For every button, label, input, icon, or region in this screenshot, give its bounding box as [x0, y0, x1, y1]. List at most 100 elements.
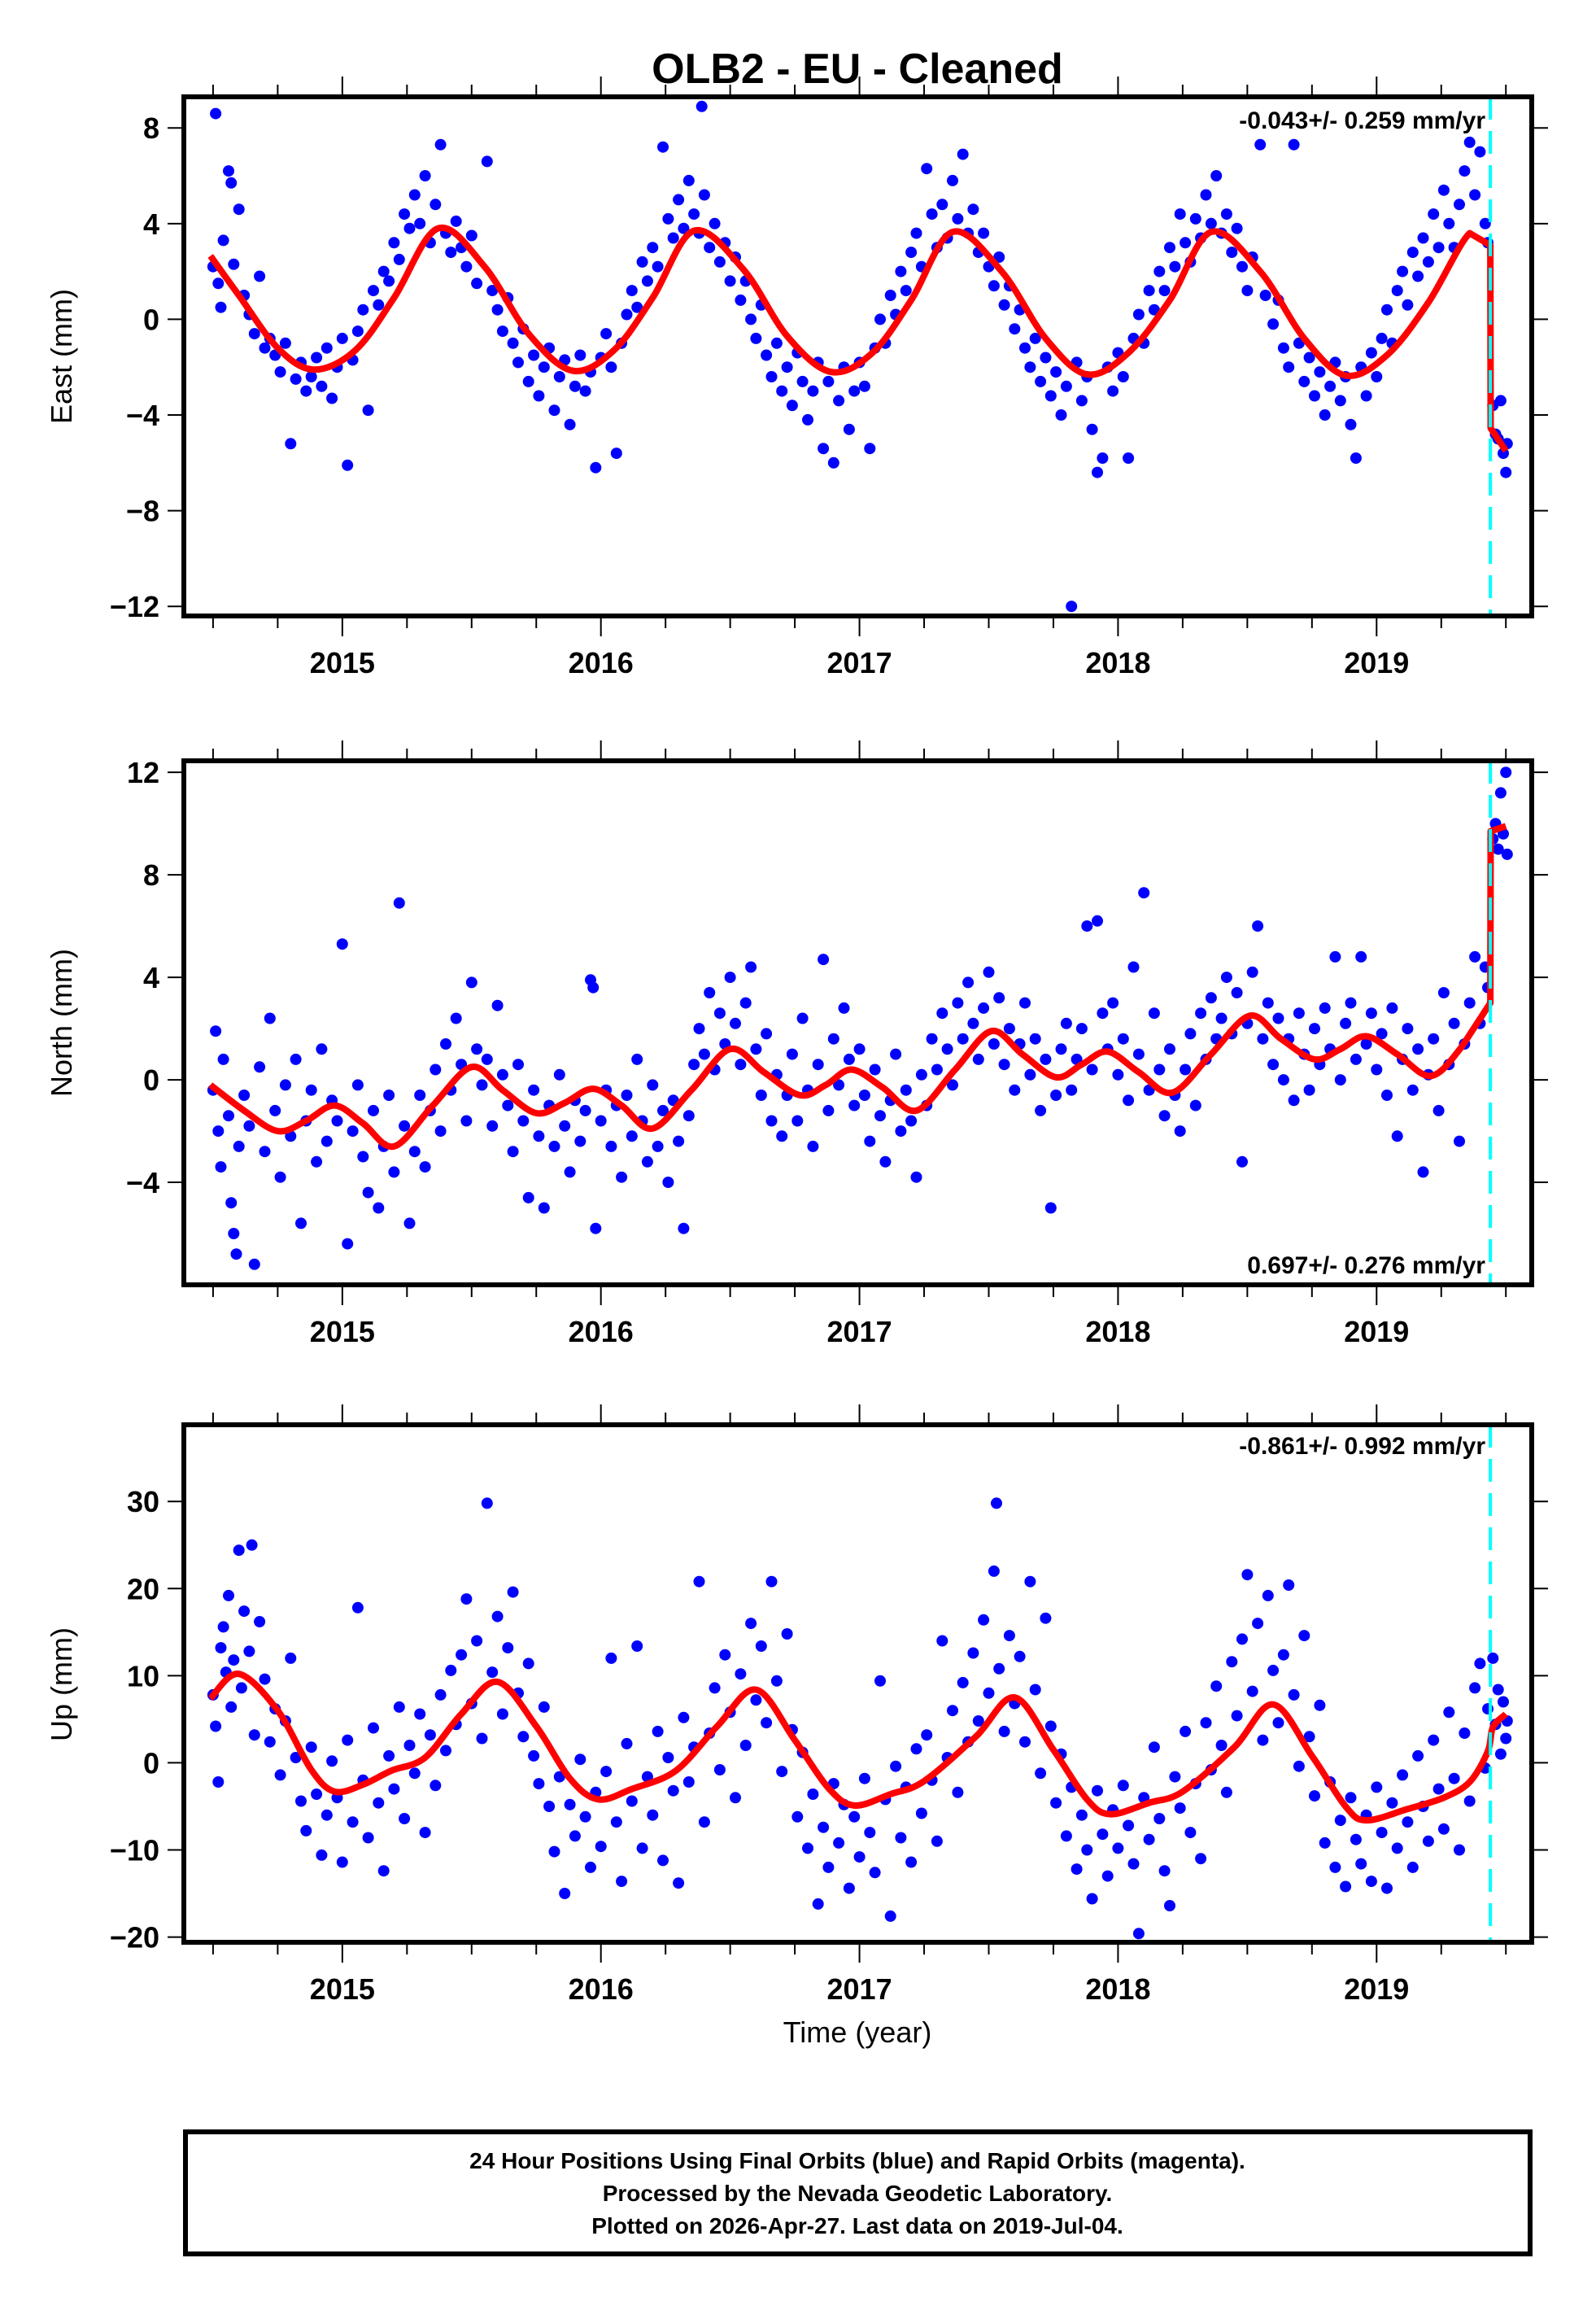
- east-data-point: [696, 100, 708, 112]
- north-data-point: [491, 999, 504, 1011]
- north-data-point: [1024, 1068, 1036, 1081]
- up-data-point: [538, 1701, 550, 1713]
- north-data-point: [1309, 1023, 1320, 1035]
- east-data-point: [403, 222, 416, 234]
- east-data-point: [414, 217, 426, 229]
- north-data-point: [1501, 848, 1513, 860]
- east-data-point: [735, 294, 747, 306]
- north-data-point: [476, 1079, 488, 1091]
- east-data-point: [1350, 452, 1362, 464]
- east-data-point: [673, 194, 685, 206]
- north-y-axis-title: North (mm): [45, 949, 78, 1097]
- up-data-point: [988, 1565, 1000, 1577]
- north-data-point: [210, 1025, 222, 1037]
- north-data-point: [786, 1048, 798, 1060]
- north-data-point: [1138, 887, 1150, 899]
- up-data-point: [745, 1618, 757, 1630]
- up-data-point: [1381, 1882, 1393, 1894]
- east-data-point: [1463, 136, 1476, 148]
- north-data-point: [507, 1146, 519, 1158]
- east-data-point: [682, 174, 695, 186]
- east-data-point: [967, 203, 979, 216]
- up-data-point: [765, 1575, 778, 1588]
- north-data-point: [952, 997, 964, 1009]
- east-plot-area: 2015 2016 2017 2018 2019 8 4 0 −4 −8 −12: [110, 76, 1548, 679]
- east-data-point: [326, 392, 338, 404]
- east-data-point: [652, 260, 664, 273]
- up-data-point: [1164, 1900, 1175, 1911]
- east-data-point: [465, 229, 477, 242]
- north-data-point: [739, 997, 752, 1009]
- north-data-point: [698, 1048, 710, 1060]
- north-data-point: [796, 1012, 809, 1024]
- north-data-point: [1360, 1038, 1372, 1050]
- east-data-point: [605, 361, 617, 373]
- up-data-point: [434, 1688, 447, 1701]
- up-data-point: [393, 1701, 405, 1713]
- east-data-point: [858, 380, 870, 392]
- north-data-point: [869, 1063, 881, 1076]
- east-data-point: [745, 313, 757, 325]
- east-data-point: [724, 275, 736, 287]
- east-data-point: [1097, 452, 1109, 464]
- up-data-point: [1412, 1749, 1424, 1762]
- up-data-point: [1143, 1833, 1155, 1845]
- up-data-point: [228, 1654, 240, 1666]
- east-data-point: [1158, 285, 1171, 297]
- east-data-point: [993, 251, 1005, 263]
- north-rate-label: 0.697+/- 0.276 mm/yr: [1247, 1252, 1485, 1279]
- north-data-point: [1406, 1084, 1419, 1096]
- east-data-point: [1417, 232, 1429, 244]
- up-data-point: [460, 1593, 473, 1605]
- up-y-tick-label: 20: [127, 1572, 159, 1605]
- east-data-point: [848, 385, 861, 397]
- up-data-point: [972, 1715, 984, 1727]
- east-y-tick-label: −8: [126, 495, 159, 528]
- east-data-point: [1494, 395, 1507, 407]
- east-data-point: [450, 215, 462, 227]
- east-x-tick-label: 2019: [1344, 646, 1409, 679]
- east-data-point: [761, 349, 773, 361]
- east-y-axis-title: East (mm): [45, 289, 78, 424]
- north-data-point: [631, 1053, 643, 1065]
- north-data-point: [368, 1104, 379, 1116]
- up-data-point: [517, 1731, 530, 1743]
- north-data-point: [1432, 1104, 1445, 1116]
- north-data-point: [1205, 992, 1217, 1004]
- east-data-point: [553, 371, 565, 382]
- north-data-point: [833, 1079, 845, 1091]
- east-data-point: [1019, 342, 1031, 354]
- east-data-point: [1283, 361, 1295, 373]
- east-data-point: [512, 356, 524, 369]
- up-data-point: [895, 1832, 907, 1844]
- north-data-point: [853, 1043, 866, 1055]
- east-y-tick-label: 0: [143, 303, 159, 336]
- up-data-point: [1386, 1797, 1398, 1809]
- north-data-point: [517, 1115, 530, 1127]
- east-data-point: [662, 212, 674, 225]
- north-data-point: [1437, 987, 1450, 998]
- north-data-point: [895, 1125, 907, 1138]
- east-data-point: [1371, 371, 1383, 382]
- north-data-point: [1340, 1017, 1352, 1029]
- east-data-point: [569, 380, 581, 392]
- east-data-point: [311, 352, 323, 364]
- east-data-point: [290, 373, 302, 385]
- up-data-point: [770, 1675, 783, 1687]
- north-data-point: [1381, 1090, 1393, 1101]
- up-data-point: [931, 1835, 943, 1847]
- north-data-point: [1127, 961, 1140, 973]
- up-data-point: [1081, 1844, 1093, 1856]
- east-data-point: [698, 189, 710, 201]
- up-data-point: [1391, 1842, 1403, 1854]
- up-data-point: [1487, 1652, 1499, 1664]
- up-data-point: [476, 1732, 488, 1745]
- up-x-tick-label: 2019: [1344, 1972, 1409, 2006]
- north-data-point: [1492, 843, 1504, 855]
- north-panel: 2015 2016 2017 2018 2019 12 8 4 0 −4 North (mm) 0…: [45, 740, 1548, 1348]
- east-data-point: [1092, 466, 1103, 478]
- up-data-point: [1029, 1684, 1041, 1696]
- north-data-point: [1376, 1028, 1388, 1040]
- north-data-point: [434, 1125, 447, 1138]
- east-data-point: [926, 208, 938, 221]
